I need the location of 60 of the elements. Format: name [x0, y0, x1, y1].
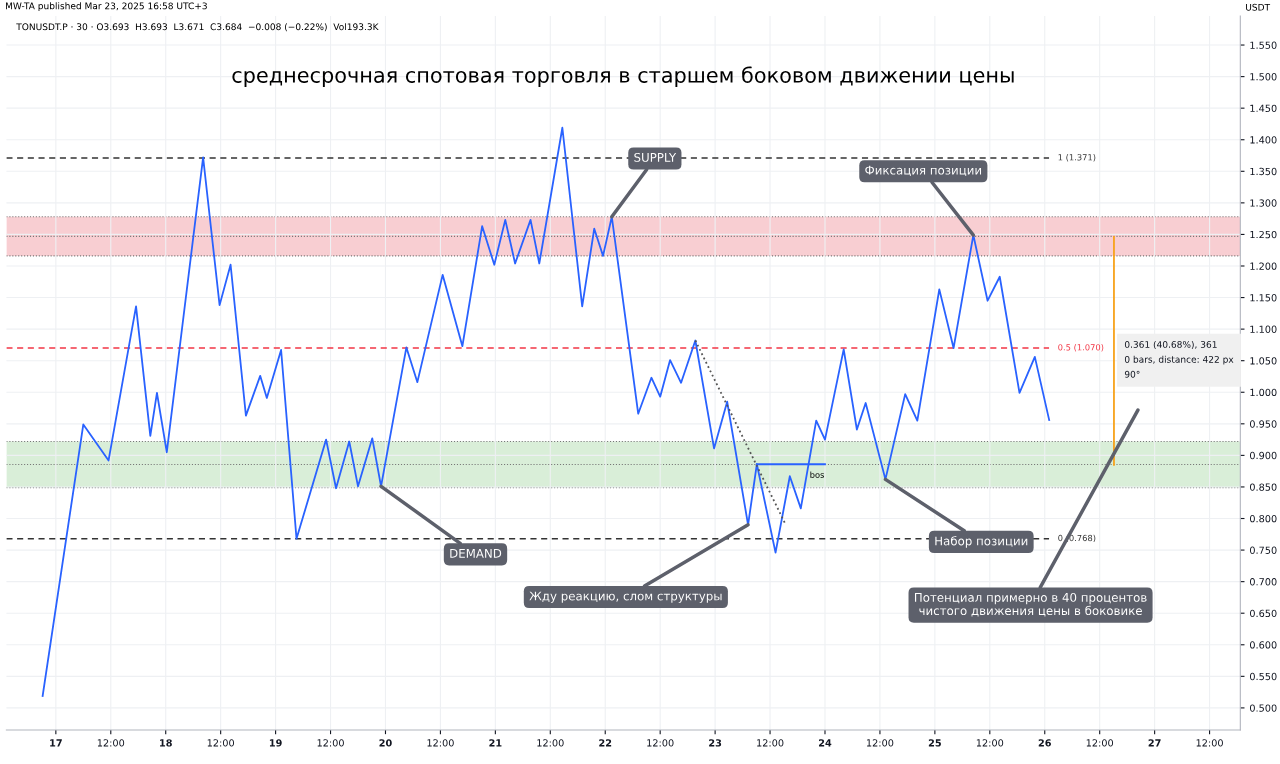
y-tick-label: 0.850 — [1249, 483, 1277, 491]
x-tick-label: 27 — [1148, 739, 1161, 747]
y-tick-label: 0.800 — [1249, 514, 1277, 523]
x-tick-label: 12:00 — [1086, 739, 1114, 747]
x-tick-label: 19 — [269, 739, 282, 747]
x-tick-label: 22 — [599, 739, 612, 747]
y-tick-label: 0.650 — [1249, 609, 1277, 618]
y-tick-label: 1.100 — [1250, 325, 1277, 333]
text: TONUSDT.P · 30 · O3.693 H3.693 L3.671 C3.684 −0.008 (−0.22%) Vol193.3K — [16, 23, 379, 32]
y-tick-label: 1.300 — [1250, 199, 1277, 207]
text: среднесрочная спотовая торговля в старшем боковом движении цены — [232, 66, 1014, 87]
x-tick-label: 20 — [379, 739, 392, 747]
ref-line-label: 1 (1.371) — [1058, 154, 1096, 162]
x-tick-label: 12:00 — [866, 739, 894, 747]
x-tick-label: 12:00 — [427, 739, 454, 747]
x-tick-label: 12:00 — [976, 739, 1004, 747]
y-tick-label: 0.550 — [1249, 672, 1277, 681]
x-tick-label: 24 — [819, 739, 832, 747]
y-tick-label: 1.200 — [1250, 262, 1277, 270]
y-tick-label: 0.500 — [1249, 704, 1277, 712]
y-axis-title: USDT — [1246, 3, 1271, 11]
annotation: SUPPLY — [634, 152, 677, 162]
annotation: 90° — [1124, 370, 1140, 378]
ref-line-label: 0.5 (1.070) — [1058, 344, 1104, 352]
x-tick-label: 17 — [50, 739, 62, 747]
y-tick-label: 1.250 — [1250, 230, 1277, 239]
y-tick-label: 0.950 — [1249, 420, 1277, 428]
y-tick-label: 1.450 — [1250, 104, 1277, 112]
y-tick-label: 1.050 — [1250, 357, 1277, 365]
annotation: Фиксация позиции — [865, 165, 982, 177]
y-tick-label: 1.400 — [1250, 136, 1277, 144]
x-tick-label: 12:00 — [537, 739, 564, 747]
annotation: DEMAND — [450, 549, 502, 558]
annotation: 0.361 (40.68%), 361 — [1124, 340, 1217, 349]
annotation: bos — [810, 471, 825, 478]
y-tick-label: 1.000 — [1250, 388, 1277, 397]
annotation: 0 bars, distance: 422 px — [1124, 355, 1234, 365]
y-tick-label: 1.500 — [1250, 73, 1277, 81]
y-tick-label: 1.350 — [1250, 167, 1277, 176]
x-tick-label: 25 — [928, 739, 941, 747]
y-tick-label: 1.150 — [1250, 294, 1277, 302]
x-tick-label: 21 — [489, 739, 502, 747]
y-tick-label: 1.550 — [1250, 41, 1277, 49]
x-tick-label: 26 — [1038, 739, 1051, 747]
x-tick-label: 12:00 — [647, 739, 674, 747]
x-tick-label: 23 — [709, 739, 722, 747]
x-tick-label: 12:00 — [317, 739, 344, 747]
annotation: Потенциал примерно в 40 процентов чистого движения цены в боковике — [914, 592, 1147, 617]
y-tick-label: 0.750 — [1249, 546, 1277, 554]
x-tick-label: 18 — [160, 739, 172, 747]
text: MW-TA published Mar 23, 2025 16:58 UTC+3 — [6, 2, 207, 12]
x-tick-label: 12:00 — [97, 739, 125, 747]
x-tick-label: 12:00 — [207, 739, 235, 747]
annotation: Набор позиции — [935, 536, 1028, 548]
y-tick-label: 0.700 — [1249, 578, 1277, 586]
y-tick-label: 0.900 — [1249, 451, 1277, 460]
x-tick-label: 12:00 — [757, 739, 784, 747]
annotation: Жду реакцию, слом структуры — [529, 591, 722, 603]
y-tick-label: 0.600 — [1249, 641, 1277, 649]
x-tick-label: 12:00 — [1196, 739, 1223, 747]
